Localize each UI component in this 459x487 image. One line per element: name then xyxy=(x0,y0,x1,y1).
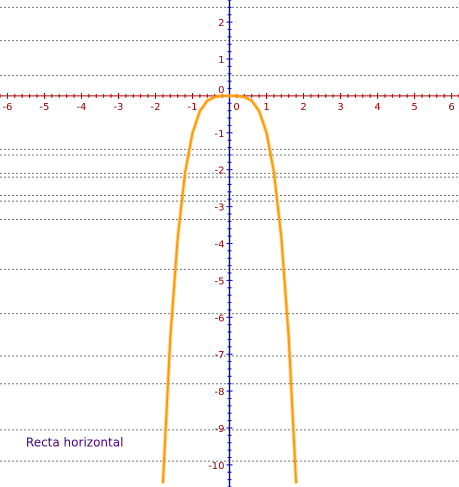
y-tick-label: 1 xyxy=(218,55,224,66)
y-tick-label: -3 xyxy=(215,203,225,214)
x-tick-label: 4 xyxy=(374,102,380,113)
y-tick-label: -4 xyxy=(215,240,225,251)
x-tick-label: -5 xyxy=(39,102,49,113)
y-tick-label: 0 xyxy=(218,85,224,96)
x-tick-label: 2 xyxy=(300,102,306,113)
x-tick-label: 0 xyxy=(233,102,239,113)
x-tick-label: -3 xyxy=(113,102,123,113)
y-tick-label: -2 xyxy=(215,166,225,177)
y-tick-label: -7 xyxy=(215,350,225,361)
y-tick-label: -8 xyxy=(215,387,225,398)
x-tick-label: 3 xyxy=(337,102,343,113)
annotations: Recta horizontal xyxy=(26,435,124,449)
x-tick-label: -6 xyxy=(2,102,12,113)
series-line xyxy=(161,94,298,484)
y-tick-label: -5 xyxy=(215,276,225,287)
annotation-label: Recta horizontal xyxy=(26,435,124,449)
y-tick-label: -9 xyxy=(215,424,225,435)
x-tick-label: -2 xyxy=(150,102,160,113)
y-tick-label: 2 xyxy=(218,18,224,29)
y-tick-label: -1 xyxy=(215,129,225,140)
x-tick-label: 6 xyxy=(448,102,454,113)
y-tick-label: -10 xyxy=(208,461,224,472)
x-tick-label: -4 xyxy=(76,102,86,113)
x-tick-label: -1 xyxy=(187,102,197,113)
tick-labels: -6 -5 -4 -3 -2 -1 0 1 2 3 4 5 621-1-2-3-4-5-6-7-8-9-… xyxy=(2,18,454,472)
x-tick-label: 1 xyxy=(263,102,269,113)
series xyxy=(160,93,299,484)
x-tick-label: 5 xyxy=(411,102,417,113)
y-tick-label: -6 xyxy=(215,313,225,324)
